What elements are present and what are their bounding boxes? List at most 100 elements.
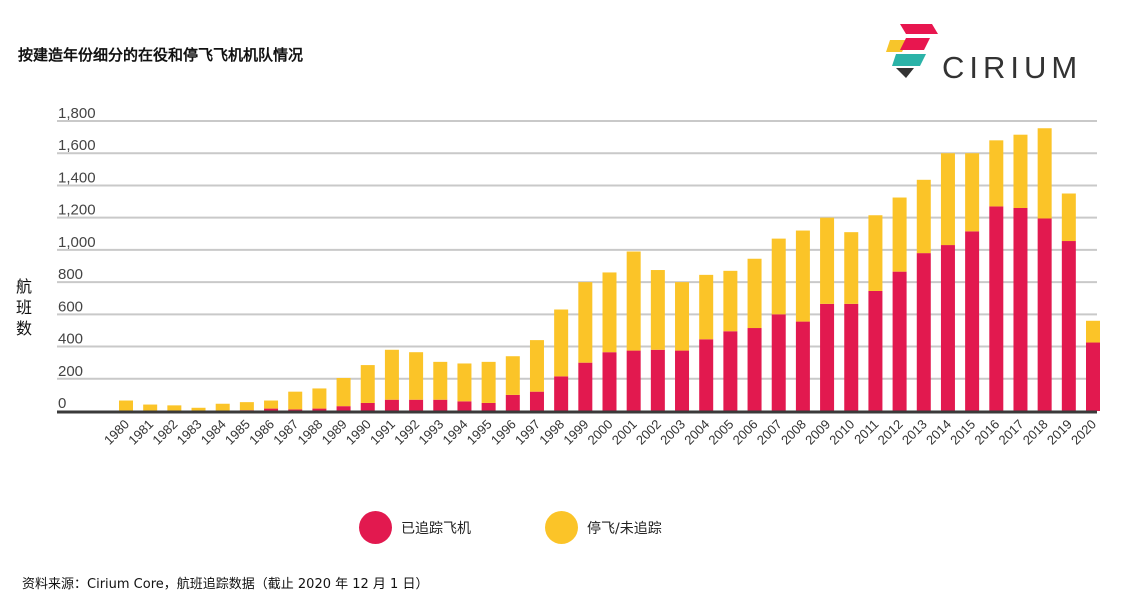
bar-parked [384,349,399,400]
bar-parked [844,232,859,304]
y-tick-label: 0 [58,395,66,412]
x-tick-label: 1984 [198,417,229,448]
bar-parked [747,258,762,329]
bar-tracked [699,339,714,411]
y-tick-label: 200 [58,363,83,380]
x-tick-label: 1990 [343,417,374,448]
x-tick-label: 1999 [560,417,591,448]
bar-tracked [409,399,424,411]
x-tick-label: 2010 [826,417,857,448]
bar-tracked [844,303,859,411]
y-axis-label: 航班数 [16,277,33,338]
bar-parked [699,274,714,340]
bar-tracked [771,314,786,411]
bar-parked [554,309,569,377]
x-tick-label: 2006 [730,417,761,448]
x-tick-label: 1986 [246,417,277,448]
bar-tracked [264,408,279,411]
legend-swatch-parked [545,511,578,544]
bar-parked [481,361,496,403]
bar-parked [215,403,230,411]
x-tick-label: 2008 [778,417,809,448]
x-tick-label: 1996 [488,417,519,448]
bar-tracked [1061,241,1076,411]
x-tick-label: 2017 [996,417,1027,448]
x-tick-label: 1998 [536,417,567,448]
bar-tracked [384,399,399,411]
x-tick-label: 2014 [923,417,954,448]
bar-tracked [336,406,351,411]
y-tick-label: 1,400 [58,169,96,186]
x-tick-label: 2020 [1068,417,1099,448]
bar-parked [989,140,1004,207]
source-note: 资料来源：Cirium Core，航班追踪数据（截止 2020 年 12 月 1… [22,577,429,592]
bar-tracked [626,350,641,411]
legend-label-parked: 停飞/未追踪 [587,520,662,537]
bar-parked [675,282,690,351]
x-tick-label: 2002 [633,417,664,448]
bar-tracked [965,231,980,411]
x-tick-label: 1989 [319,417,350,448]
y-tick-label: 1,800 [58,105,96,122]
bar-tracked [650,349,665,411]
bar-parked [505,356,520,395]
bar-parked [433,361,448,400]
bar-parked [143,404,158,411]
x-tick-label: 2015 [947,417,978,448]
bar-parked [119,400,133,411]
bar-parked [795,230,810,322]
bar-tracked [675,350,690,411]
y-tick-label: 1,200 [58,202,96,219]
bar-parked [578,282,593,363]
bar-tracked [554,376,569,411]
bar-parked [626,251,641,351]
bar-tracked [457,401,472,411]
x-tick-label: 2001 [609,417,640,448]
bar-tracked [820,303,835,411]
bar-tracked [892,271,907,411]
y-tick-label: 600 [58,298,83,315]
bar-tracked [602,352,617,411]
bar-parked [723,270,738,332]
bar-parked [167,405,182,411]
bar-parked [602,272,617,353]
x-tick-label: 1981 [125,417,156,448]
bar-tracked [989,206,1004,411]
bar-parked [940,153,955,246]
bar-parked [892,197,907,272]
bar-parked [360,365,375,403]
bar-parked [312,388,327,409]
logo-wordmark: CIRIUM [942,50,1083,85]
bar-tracked [940,245,955,411]
bar-parked [820,217,835,304]
bar-parked [965,153,980,232]
x-tick-label: 1982 [149,417,180,448]
x-tick-label: 1992 [391,417,422,448]
bar-tracked [795,321,810,411]
x-tick-label: 2009 [802,417,833,448]
x-tick-label: 2004 [681,417,712,448]
x-tick-label: 1980 [101,417,132,448]
bar-tracked [505,394,520,411]
cirium-logo: CIRIUM [886,22,1106,92]
bar-parked [239,402,254,411]
bar-parked [409,352,424,400]
x-tick-label: 1985 [222,417,253,448]
cirium-logo-icon [886,24,938,78]
bar-tracked [312,408,327,411]
x-tick-label: 2013 [899,417,930,448]
bar-parked [1037,128,1052,219]
bar-parked [191,407,206,411]
legend-item-parked: 停飞/未追踪 [545,511,662,544]
x-tick-label: 2000 [585,417,616,448]
bar-parked [868,215,883,291]
x-tick-label: 2019 [1044,417,1075,448]
bar-tracked [723,331,738,411]
bar-tracked [578,362,593,411]
bar-tracked [1037,218,1052,411]
bar-tracked [868,290,883,411]
y-tick-label: 800 [58,266,83,283]
bar-parked [457,363,472,402]
bar-parked [264,400,279,409]
x-tick-label: 2003 [657,417,688,448]
